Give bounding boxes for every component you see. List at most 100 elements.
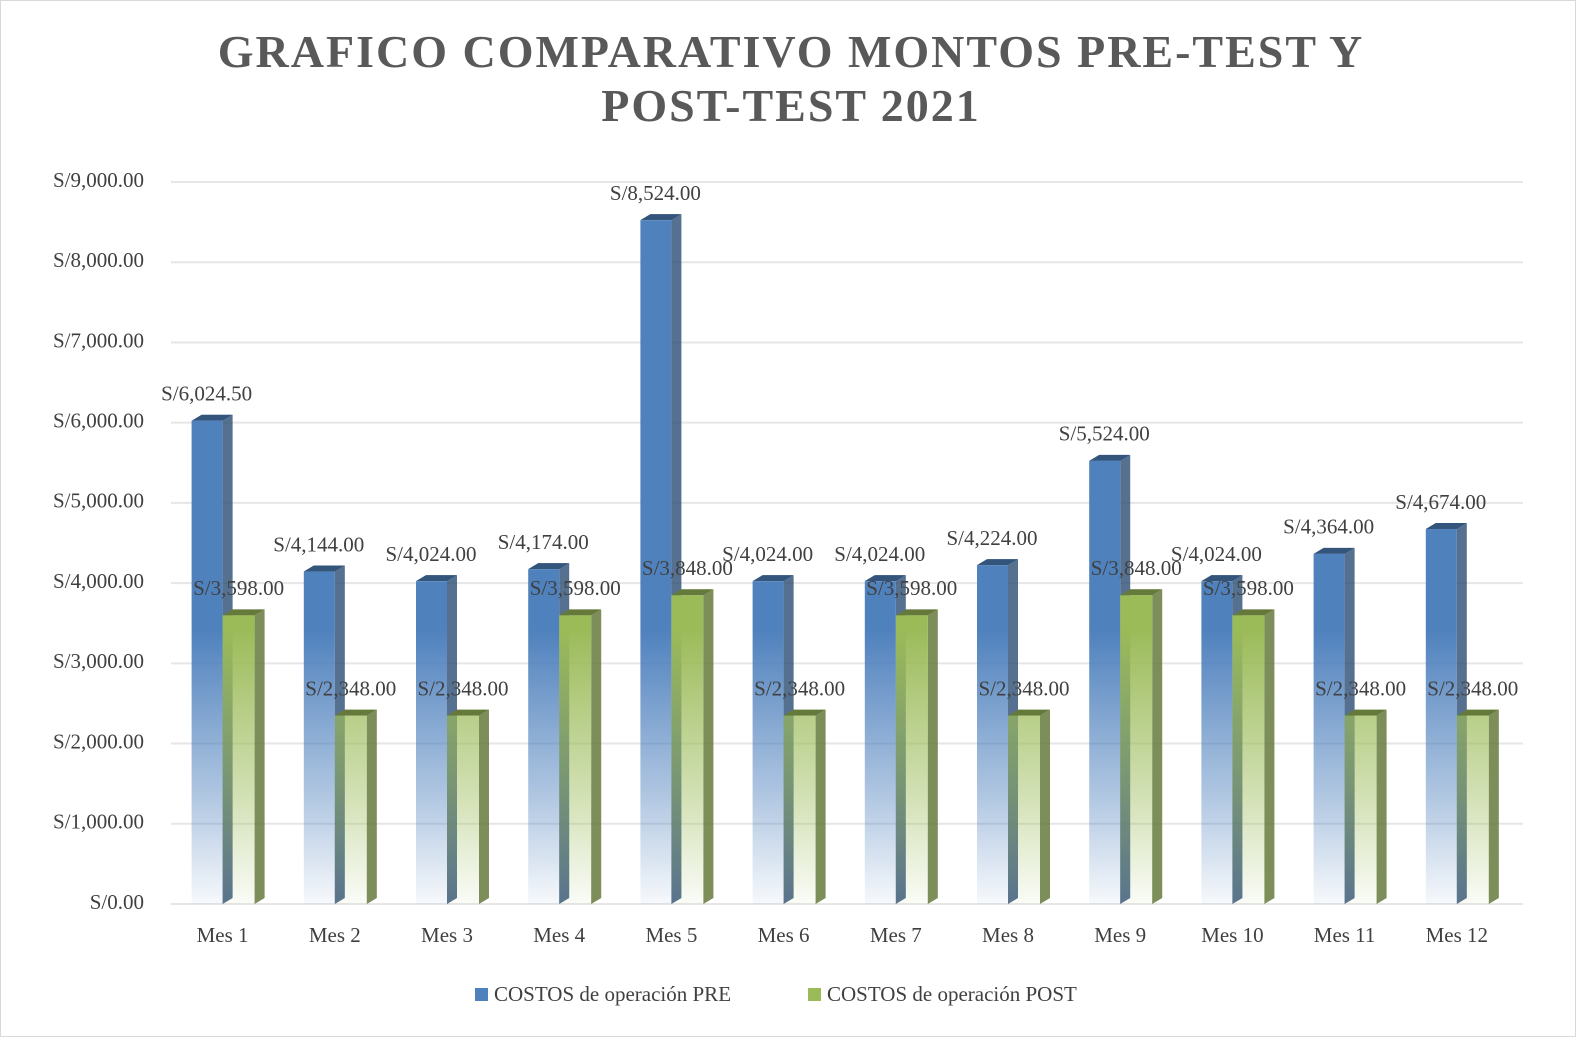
bar-top-shade (671, 589, 714, 596)
bar (977, 565, 1008, 904)
bar (752, 581, 784, 904)
data-label: S/4,144.00 (273, 532, 364, 556)
data-label: S/3,848.00 (642, 556, 733, 580)
y-tick-label: S/6,000.00 (53, 408, 144, 432)
bar-top-shade (1120, 589, 1163, 596)
bar-side-shade (479, 709, 489, 904)
bar-side (815, 709, 826, 904)
y-tick-label: S/2,000.00 (53, 729, 144, 753)
x-tick-label: Mes 2 (309, 923, 361, 947)
bar-top-shade (640, 214, 682, 221)
bar (528, 569, 560, 904)
bar-top (416, 575, 457, 582)
legend-label: COSTOS de operación PRE (494, 982, 731, 1006)
x-tick-label: Mes 5 (645, 923, 697, 947)
y-tick-label: S/9,000.00 (53, 168, 144, 192)
bar-top (895, 609, 938, 616)
bar-top-shade (416, 575, 457, 582)
data-label: S/2,348.00 (1315, 676, 1406, 700)
bar (1232, 615, 1265, 904)
bar-top-shade (1344, 709, 1387, 716)
bar-side-shade (1488, 709, 1499, 904)
bar (1456, 715, 1489, 904)
bar-top (303, 565, 345, 572)
x-tick-label: Mes 8 (982, 923, 1034, 947)
bar-top (528, 563, 570, 570)
data-label: S/6,024.50 (161, 382, 252, 406)
x-tick-label: Mes 12 (1426, 923, 1488, 947)
bar-top (559, 609, 602, 616)
bar-top-shade (1089, 454, 1131, 461)
x-tick-label: Mes 4 (533, 923, 585, 947)
bar-top-shade (559, 609, 602, 616)
bar (191, 420, 223, 904)
bar-side (1488, 709, 1499, 904)
x-tick-label: Mes 6 (758, 923, 810, 947)
data-label: S/4,224.00 (946, 526, 1037, 550)
bar (864, 581, 896, 904)
bar-side (1264, 609, 1275, 904)
bar-top-shade (1201, 575, 1243, 582)
bar-top (1232, 609, 1275, 616)
bar-side-shade (1376, 709, 1387, 904)
bar-top-shade (1008, 709, 1050, 716)
bar-top-shade (447, 709, 489, 716)
bar-top (1425, 523, 1467, 530)
bar-side (703, 589, 714, 904)
bar-top (447, 709, 489, 716)
bar-side (254, 609, 265, 904)
bar-top (977, 559, 1018, 566)
bar-top (640, 214, 682, 221)
bar (1313, 553, 1345, 904)
data-label: S/3,598.00 (866, 576, 957, 600)
bar-side-shade (1264, 609, 1275, 904)
bar (1344, 715, 1377, 904)
data-label: S/2,348.00 (305, 676, 396, 700)
x-tick-label: Mes 9 (1094, 923, 1146, 947)
bar-top-shade (334, 709, 377, 716)
bar (447, 715, 479, 904)
bar-top-shade (977, 559, 1018, 566)
bar-top (1313, 547, 1355, 554)
data-label: S/4,674.00 (1395, 490, 1486, 514)
data-label: S/4,024.00 (722, 542, 813, 566)
data-label: S/4,024.00 (834, 542, 925, 566)
bar-side-shade (927, 609, 938, 904)
data-label: S/3,598.00 (530, 576, 621, 600)
bar-top (1344, 709, 1387, 716)
bar-top-shade (895, 609, 938, 616)
y-tick-label: S/4,000.00 (53, 569, 144, 593)
y-tick-label: S/5,000.00 (53, 489, 144, 513)
bar (671, 595, 704, 904)
data-label: S/4,174.00 (498, 530, 589, 554)
bar-side-shade (254, 609, 265, 904)
bar-top-shade (864, 575, 906, 582)
y-tick-label: S/3,000.00 (53, 649, 144, 673)
bar-top (671, 589, 714, 596)
bar-side-shade (815, 709, 826, 904)
x-tick-label: Mes 3 (421, 923, 473, 947)
bar-top (1201, 575, 1243, 582)
bar-side (591, 609, 602, 904)
bar-top-shade (303, 565, 345, 572)
y-tick-label: S/1,000.00 (53, 810, 144, 834)
bar-side-shade (703, 589, 714, 904)
bar-top (752, 575, 794, 582)
bar-side (1040, 709, 1050, 904)
x-tick-label: Mes 7 (870, 923, 922, 947)
bar-top (191, 414, 233, 421)
y-tick-label: S/7,000.00 (53, 328, 144, 352)
bar-side (366, 709, 377, 904)
y-tick-label: S/8,000.00 (53, 248, 144, 272)
bar (1089, 460, 1121, 904)
bar (1008, 715, 1040, 904)
data-label: S/4,024.00 (1171, 542, 1262, 566)
bar-side (1376, 709, 1387, 904)
bar (783, 715, 816, 904)
x-tick-label: Mes 1 (197, 923, 249, 947)
data-label: S/2,348.00 (978, 676, 1069, 700)
legend-swatch (808, 988, 821, 1001)
data-label: S/8,524.00 (610, 181, 701, 205)
